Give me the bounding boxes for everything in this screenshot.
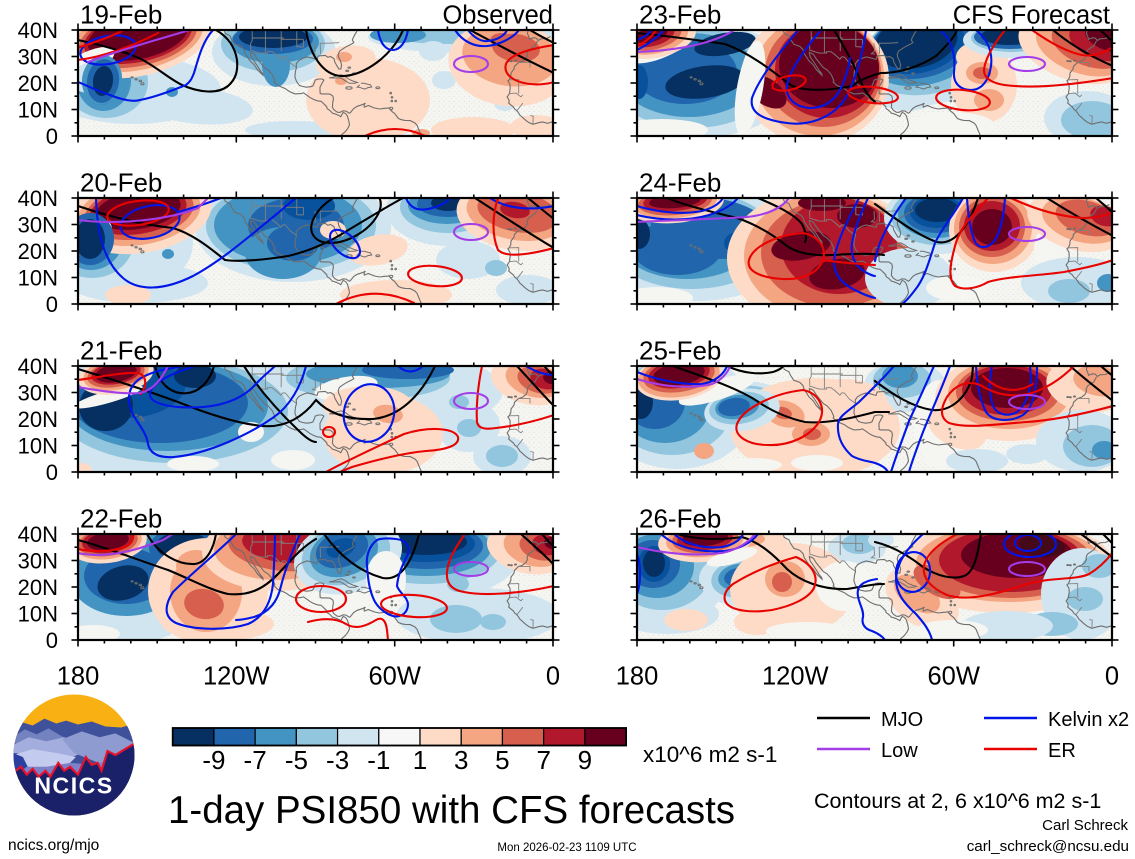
svg-text:26-Feb: 26-Feb — [639, 504, 721, 534]
svg-text:7: 7 — [536, 745, 550, 775]
svg-text:30N: 30N — [18, 44, 58, 69]
svg-text:40N: 40N — [18, 18, 58, 43]
svg-text:ER: ER — [1048, 740, 1076, 762]
svg-text:Mon 2026-02-23 1109 UTC: Mon 2026-02-23 1109 UTC — [497, 842, 636, 854]
svg-text:23-Feb: 23-Feb — [639, 0, 721, 30]
svg-text:120W: 120W — [203, 663, 270, 691]
svg-text:0: 0 — [46, 292, 58, 317]
svg-text:0: 0 — [546, 663, 560, 691]
svg-text:0: 0 — [46, 124, 58, 149]
svg-text:1-day PSI850 with CFS forecast: 1-day PSI850 with CFS forecasts — [168, 789, 735, 832]
svg-text:5: 5 — [495, 745, 509, 775]
svg-text:-9: -9 — [202, 745, 225, 775]
svg-text:20-Feb: 20-Feb — [80, 168, 162, 198]
svg-text:0: 0 — [46, 460, 58, 485]
svg-text:24-Feb: 24-Feb — [639, 168, 721, 198]
svg-text:20N: 20N — [18, 239, 58, 264]
svg-text:10N: 10N — [18, 433, 58, 458]
svg-text:Contours at 2, 6 x10^6 m2 s-1: Contours at 2, 6 x10^6 m2 s-1 — [814, 789, 1101, 813]
svg-text:40N: 40N — [18, 522, 58, 547]
svg-text:-1: -1 — [367, 745, 390, 775]
svg-text:-7: -7 — [244, 745, 267, 775]
svg-text:0: 0 — [46, 628, 58, 653]
svg-text:Observed: Observed — [442, 2, 553, 30]
svg-text:21-Feb: 21-Feb — [80, 336, 162, 366]
svg-text:22-Feb: 22-Feb — [80, 504, 162, 534]
svg-text:Kelvin x2: Kelvin x2 — [1048, 709, 1129, 731]
svg-text:25-Feb: 25-Feb — [639, 336, 721, 366]
svg-text:30N: 30N — [18, 380, 58, 405]
svg-text:1: 1 — [413, 745, 427, 775]
svg-text:60W: 60W — [368, 663, 420, 691]
svg-text:40N: 40N — [18, 186, 58, 211]
svg-text:20N: 20N — [18, 407, 58, 432]
svg-text:carl_schreck@ncsu.edu: carl_schreck@ncsu.edu — [967, 838, 1129, 855]
svg-text:Low: Low — [881, 740, 918, 762]
svg-text:-3: -3 — [326, 745, 349, 775]
svg-text:-5: -5 — [285, 745, 308, 775]
svg-text:30N: 30N — [18, 212, 58, 237]
svg-text:10N: 10N — [18, 97, 58, 122]
svg-text:180: 180 — [57, 663, 100, 691]
svg-text:NCICS: NCICS — [34, 772, 113, 798]
svg-text:20N: 20N — [18, 575, 58, 600]
svg-text:MJO: MJO — [881, 709, 923, 731]
svg-text:0: 0 — [1105, 663, 1119, 691]
svg-text:Carl Schreck: Carl Schreck — [1042, 817, 1128, 834]
svg-text:ncics.org/mjo: ncics.org/mjo — [8, 837, 99, 854]
svg-text:19-Feb: 19-Feb — [80, 0, 162, 30]
svg-text:x10^6 m2 s-1: x10^6 m2 s-1 — [643, 742, 777, 767]
svg-text:120W: 120W — [762, 663, 829, 691]
svg-text:30N: 30N — [18, 548, 58, 573]
svg-text:60W: 60W — [927, 663, 979, 691]
svg-text:180: 180 — [616, 663, 659, 691]
svg-text:3: 3 — [454, 745, 468, 775]
svg-text:10N: 10N — [18, 265, 58, 290]
svg-text:40N: 40N — [18, 354, 58, 379]
svg-text:10N: 10N — [18, 601, 58, 626]
svg-text:CFS Forecast: CFS Forecast — [953, 2, 1110, 30]
svg-text:20N: 20N — [18, 71, 58, 96]
svg-text:9: 9 — [578, 745, 592, 775]
